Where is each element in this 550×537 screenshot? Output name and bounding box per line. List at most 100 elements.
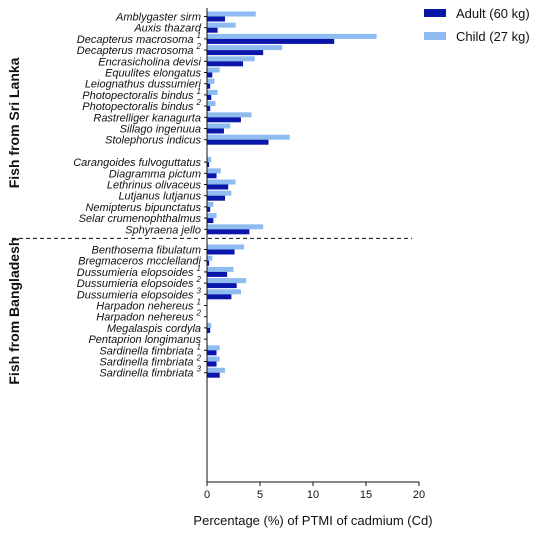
- bar-child: [207, 213, 217, 219]
- bar-adult: [207, 260, 210, 266]
- category-label: Pentaprion longimanus: [88, 334, 201, 346]
- category-label: Lutjanus lutjanus: [118, 191, 201, 203]
- category-label: Sardinella fimbriata 2: [99, 354, 201, 369]
- category-label: Selar crumenophthalmus: [79, 213, 202, 225]
- category-label: Decapterus macrosoma 2: [77, 42, 202, 57]
- bar-child: [207, 33, 377, 39]
- category-label: Photopectoralis bindus 2: [82, 98, 201, 113]
- group-title: Fish from Bangladesh: [6, 238, 22, 385]
- category-superscript: 1: [197, 31, 201, 40]
- bar-adult: [207, 27, 218, 33]
- category-superscript: 2: [196, 42, 202, 51]
- category-label: Harpadon nehereus 1: [96, 298, 201, 313]
- bar-adult: [207, 327, 211, 333]
- bar-child: [207, 89, 218, 95]
- category-label: Rastrelliger kanagurta: [93, 112, 201, 124]
- bar-adult: [207, 61, 244, 67]
- bar-adult: [207, 50, 264, 56]
- group-title: Fish from Sri Lanka: [6, 57, 22, 188]
- category-label: Harpadon nehereus 2: [96, 309, 201, 324]
- bar-adult: [207, 106, 211, 112]
- category-label: Carangoides fulvoguttatus: [73, 157, 201, 169]
- x-tick-label: 10: [307, 489, 319, 501]
- bar-adult: [207, 361, 217, 367]
- category-label: Stolephorus indicus: [105, 135, 202, 147]
- bar-adult: [207, 139, 269, 145]
- category-label: Sillago ingenuua: [120, 124, 201, 136]
- bar-child: [207, 322, 212, 328]
- x-tick-label: 0: [204, 489, 210, 501]
- bar-child: [207, 356, 220, 362]
- bar-child: [207, 78, 215, 84]
- bar-adult: [207, 229, 250, 235]
- x-axis-title: Percentage (%) of PTMI of cadmium (Cd): [193, 513, 432, 528]
- category-superscript: 2: [196, 354, 202, 363]
- bar-adult: [207, 94, 212, 100]
- category-label: Sardinella fimbriata 3: [99, 365, 201, 380]
- bar-adult: [207, 350, 217, 356]
- x-tick-label: 20: [413, 489, 425, 501]
- bar-adult: [207, 195, 226, 201]
- legend-label: Adult (60 kg): [456, 6, 530, 21]
- category-superscript: 3: [197, 286, 202, 295]
- category-label: Benthosema fibulatum: [92, 245, 201, 257]
- bar-child: [207, 179, 236, 185]
- bar-adult: [207, 249, 235, 255]
- bar-adult: [207, 294, 232, 300]
- bar-adult: [207, 162, 210, 168]
- bar-child: [207, 345, 220, 351]
- bar-child: [207, 278, 247, 284]
- bar-adult: [207, 218, 214, 224]
- category-superscript: 2: [196, 98, 202, 107]
- category-label: Diagramma pictum: [109, 168, 201, 180]
- bar-child: [207, 22, 236, 28]
- category-superscript: 3: [197, 365, 202, 374]
- bar-child: [207, 67, 220, 73]
- category-label: Sphyraena jello: [125, 224, 201, 236]
- bar-adult: [207, 128, 224, 134]
- legend-label: Child (27 kg): [456, 29, 530, 44]
- bar-child: [207, 112, 252, 118]
- category-label: Sardinella fimbriata 1: [99, 342, 201, 357]
- category-superscript: 2: [196, 309, 202, 318]
- category-label: Dussumieria elopsoides 3: [77, 286, 202, 301]
- bar-adult: [207, 283, 237, 289]
- bar-child: [207, 101, 216, 107]
- bar-adult: [207, 83, 211, 89]
- bar-adult: [207, 72, 213, 78]
- category-label: Decapterus macrosoma 1: [77, 31, 201, 46]
- bar-child: [207, 244, 245, 250]
- bar-child: [207, 255, 213, 261]
- category-label: Auxis thazard: [133, 23, 202, 35]
- x-tick-label: 15: [360, 489, 372, 501]
- bar-child: [207, 11, 256, 17]
- bar-adult: [207, 173, 217, 179]
- category-label: Dussumieria elopsoides 1: [77, 264, 201, 279]
- bar-child: [207, 201, 214, 207]
- bar-adult: [207, 271, 228, 277]
- bar-adult: [207, 16, 226, 22]
- legend-swatch: [424, 32, 446, 40]
- category-superscript: 1: [197, 264, 201, 273]
- bar-child: [207, 56, 255, 62]
- bar-child: [207, 190, 232, 196]
- bar-child: [207, 266, 234, 272]
- bar-child: [207, 157, 212, 163]
- x-tick-label: 5: [257, 489, 263, 501]
- category-label: Lethrinus olivaceus: [107, 180, 202, 192]
- category-superscript: 1: [197, 342, 201, 351]
- category-superscript: 1: [197, 87, 201, 96]
- category-label: Megalaspis cordyla: [107, 323, 201, 335]
- bar-adult: [207, 117, 241, 123]
- bar-adult: [207, 372, 220, 378]
- category-label: Leiognathus dussumieri: [85, 79, 202, 91]
- category-label: Photopectoralis bindus 1: [82, 87, 201, 102]
- bar-child: [207, 123, 231, 129]
- bar-child: [207, 224, 264, 230]
- category-label: Bregmaceros mcclellandi: [78, 256, 201, 268]
- category-superscript: 2: [196, 275, 202, 284]
- bar-adult: [207, 184, 229, 190]
- bar-child: [207, 367, 226, 373]
